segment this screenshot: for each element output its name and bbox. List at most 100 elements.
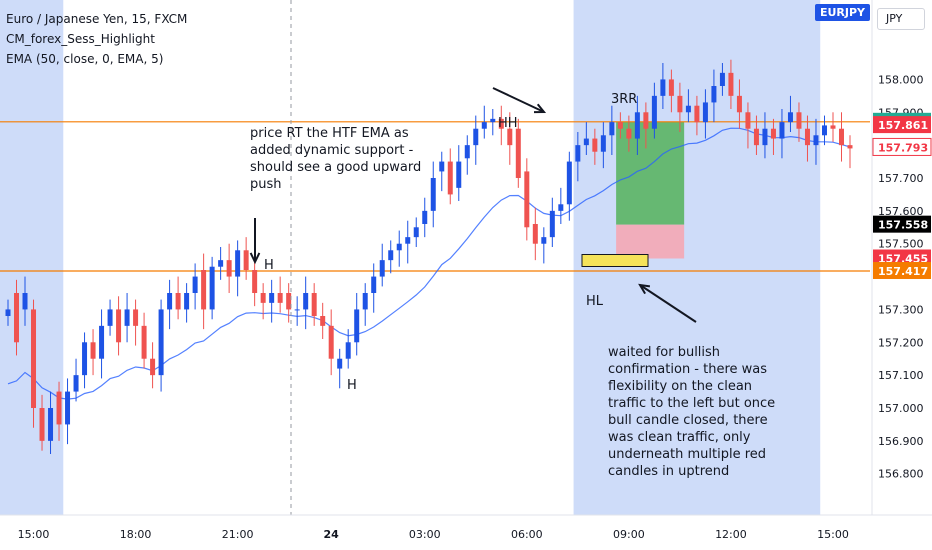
time-tick-5: 06:00	[511, 528, 543, 541]
candle-body-36	[311, 293, 317, 316]
candle-body-92	[787, 112, 793, 123]
candle-body-63	[541, 237, 547, 244]
candle-body-22	[192, 276, 198, 293]
candle-body-84	[719, 72, 725, 86]
candle-body-75	[643, 112, 649, 129]
candle-body-47	[405, 237, 411, 244]
candle-body-61	[524, 171, 530, 228]
candle-body-12	[107, 309, 113, 326]
annotation-arrows[interactable]	[249, 87, 697, 323]
candle-body-27	[235, 250, 241, 277]
candle-body-21	[184, 293, 190, 310]
long-position-tool[interactable]	[581, 121, 685, 267]
candle-body-2	[22, 293, 28, 310]
price-label-box-5	[873, 261, 931, 279]
label-h-left[interactable]: H	[264, 258, 274, 273]
price-tick-8: 157.000	[878, 402, 924, 415]
price-tick-10: 156.800	[878, 468, 924, 481]
indicator-session-highlight[interactable]: CM_forex_Sess_Highlight	[6, 32, 155, 46]
candle-body-97	[830, 125, 836, 129]
note-bullish-confirmation[interactable]: waited for bullish confirmation - there …	[608, 345, 776, 479]
candle-body-17	[150, 358, 156, 376]
loss-zone	[616, 224, 685, 259]
label-3rr[interactable]: 3RR	[611, 92, 638, 107]
profit-zone	[616, 121, 685, 225]
ema-line	[7, 127, 851, 400]
candle-body-89	[762, 128, 768, 146]
arrow-head-1	[533, 103, 547, 114]
candle-body-10	[90, 342, 96, 359]
candle-body-28	[243, 250, 249, 270]
candle-body-70	[600, 135, 606, 152]
candle-body-78	[668, 79, 674, 96]
price-axis[interactable]: 158.000157.900157.700157.600157.500157.3…	[871, 0, 932, 515]
candle-body-46	[396, 243, 402, 251]
candle-body-57	[490, 118, 496, 123]
time-tick-1: 18:00	[120, 528, 152, 541]
candle-body-54	[464, 145, 470, 159]
candle-body-87	[745, 112, 751, 129]
candle-body-5	[48, 408, 54, 441]
candle-body-6	[56, 391, 62, 425]
candle-body-52	[447, 161, 453, 195]
candle-body-65	[558, 204, 564, 211]
label-hh[interactable]: HH	[498, 116, 518, 131]
candle-body-76	[651, 95, 657, 129]
candle-body-23	[201, 270, 207, 310]
candle-body-45	[388, 250, 394, 261]
time-tick-0: 15:00	[18, 528, 50, 541]
session-highlights	[0, 0, 821, 515]
price-tick-2: 157.700	[878, 172, 924, 185]
candle-body-96	[821, 125, 827, 136]
note-ema-support[interactable]: price RT the HTF EMA as added dynamic su…	[250, 126, 422, 192]
candle-body-25	[218, 260, 224, 267]
symbol-badge: EURJPY	[814, 4, 870, 21]
price-label-3: 157.558	[878, 219, 928, 232]
currency-button[interactable]: JPY	[877, 8, 925, 30]
candle-body-95	[813, 135, 819, 146]
label-h-low[interactable]: H	[347, 378, 357, 393]
candle-body-19	[167, 293, 173, 310]
candle-body-93	[796, 112, 802, 129]
candle-body-91	[779, 122, 785, 139]
price-tick-0: 158.000	[878, 73, 924, 86]
candle-body-9	[82, 342, 88, 376]
time-tick-8: 15:00	[817, 528, 849, 541]
arrow-shaft-1	[492, 87, 545, 113]
candle-body-15	[133, 309, 139, 326]
price-tick-9: 156.900	[878, 435, 924, 448]
candle-body-98	[838, 128, 844, 146]
indicator-ema[interactable]: EMA (50, close, 0, EMA, 5)	[6, 52, 164, 66]
candle-body-24	[209, 266, 215, 310]
price-label-2: 157.793	[878, 141, 928, 154]
price-label-box-3	[873, 215, 931, 233]
candle-body-66	[566, 161, 572, 205]
session-box-0	[0, 0, 64, 515]
price-label-box-2	[872, 137, 932, 156]
candle-body-37	[320, 316, 326, 326]
candle-body-85	[728, 72, 734, 96]
candle-body-41	[354, 309, 360, 343]
candle-body-49	[422, 210, 428, 224]
time-tick-6: 09:00	[613, 528, 645, 541]
time-axis[interactable]: 15:00 18:00 21:00 24 03:00 06:00 09:00 12:00 15:…	[0, 514, 932, 541]
candle-body-18	[158, 309, 164, 376]
candles	[5, 59, 853, 454]
candle-body-8	[73, 375, 79, 392]
candle-body-88	[753, 128, 759, 146]
candle-body-26	[226, 260, 232, 277]
candle-body-30	[260, 293, 266, 303]
candle-body-11	[99, 325, 105, 359]
candle-body-55	[473, 128, 479, 146]
horizontal-lines[interactable]	[0, 121, 870, 272]
candle-body-67	[575, 145, 581, 162]
price-tick-7: 157.100	[878, 369, 924, 382]
candle-body-7	[65, 391, 71, 425]
candle-body-38	[328, 325, 334, 359]
label-hl[interactable]: HL	[586, 294, 604, 309]
candle-body-56	[481, 122, 487, 129]
time-tick-2: 21:00	[222, 528, 254, 541]
candle-body-64	[549, 210, 555, 238]
candle-body-20	[175, 293, 181, 310]
